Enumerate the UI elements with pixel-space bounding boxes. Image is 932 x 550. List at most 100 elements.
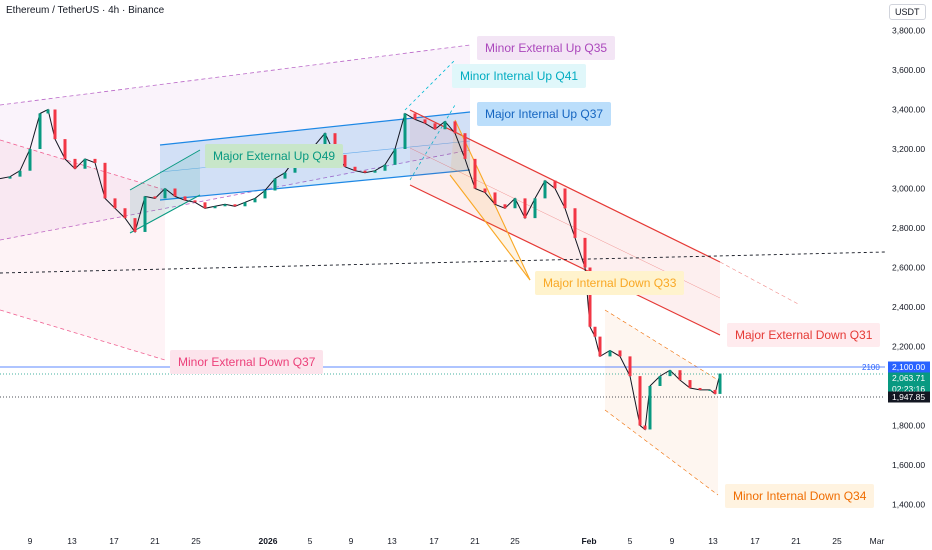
candle (163, 188, 167, 199)
candle (8, 176, 12, 179)
x-tick-label: 17 (109, 536, 119, 546)
candle (53, 109, 57, 140)
x-tick-label: Feb (581, 536, 596, 546)
currency-button[interactable]: USDT (889, 4, 926, 20)
candle (678, 370, 682, 381)
candle (173, 188, 177, 197)
candle (638, 376, 642, 426)
y-tick-label: 2,400.00 (892, 302, 925, 312)
candle (533, 198, 537, 219)
price-marker-label: 2100 (862, 363, 880, 372)
candle (563, 188, 567, 209)
x-tick-label: 25 (510, 536, 520, 546)
candle (668, 370, 672, 377)
candle (523, 198, 527, 219)
price-marker-value: 2,100.00 (892, 362, 925, 372)
candle (483, 188, 487, 193)
channel-label-minor-external-up[interactable]: Minor External Up Q35 (477, 36, 616, 60)
candle (543, 180, 547, 199)
candle (493, 192, 497, 205)
candle (323, 133, 327, 146)
candle (553, 180, 557, 189)
candle (698, 387, 702, 390)
candle (73, 158, 77, 169)
candle (588, 267, 592, 327)
y-tick-label: 2,600.00 (892, 263, 925, 273)
channel-label-major-external-down[interactable]: Major External Down Q31 (727, 323, 881, 347)
candle (193, 200, 197, 203)
candle (263, 190, 267, 199)
y-axis[interactable]: 3,800.00 3,600.00 3,400.00 3,200.00 3,000.00… (862, 26, 930, 510)
candle (423, 119, 427, 124)
candle (643, 425, 647, 430)
candle (103, 162, 107, 199)
x-tick-label: 2026 (259, 536, 278, 546)
y-tick-label: 2,800.00 (892, 223, 925, 233)
candle (213, 206, 217, 209)
candle (453, 121, 457, 134)
candle (233, 204, 237, 207)
y-tick-label: 1,800.00 (892, 421, 925, 431)
candle (243, 202, 247, 207)
y-tick-label: 1,400.00 (892, 500, 925, 510)
price-marker-value: 1,947.85 (892, 392, 925, 402)
candle (18, 170, 22, 177)
candle (343, 154, 347, 167)
x-tick-label: 21 (791, 536, 801, 546)
price-series (0, 108, 722, 431)
price-marker (888, 383, 930, 395)
x-axis[interactable]: 9 13 17 21 25 2026 5 9 13 17 21 25 Feb 5 9 13 17 21 25 Mar (28, 536, 885, 546)
channel-drawings (0, 44, 886, 496)
channel-label-major-internal-down[interactable]: Major Internal Down Q33 (535, 271, 685, 295)
price-marker (888, 372, 930, 384)
candle (393, 149, 397, 165)
candle (373, 170, 377, 173)
candle (183, 196, 187, 201)
candle (113, 198, 117, 209)
candle (283, 172, 287, 179)
y-tick-label: 3,400.00 (892, 105, 925, 115)
channel-label-minor-internal-down[interactable]: Minor Internal Down Q34 (725, 484, 875, 508)
price-marker (888, 361, 930, 373)
candle (708, 389, 712, 391)
x-tick-label: Mar (870, 536, 885, 546)
candle (203, 202, 207, 209)
candle (433, 123, 437, 130)
x-tick-label: 17 (750, 536, 760, 546)
channel-label-minor-external-down[interactable]: Minor External Down Q37 (170, 350, 324, 374)
x-tick-label: 5 (308, 536, 313, 546)
candle (93, 158, 97, 163)
y-tick-label: 3,600.00 (892, 65, 925, 75)
candle (38, 113, 42, 149)
y-tick-label: 2,200.00 (892, 342, 925, 352)
x-tick-label: 13 (387, 536, 397, 546)
x-tick-label: 25 (832, 536, 842, 546)
candle (628, 356, 632, 377)
candle (83, 158, 87, 169)
channel-label-minor-internal-up[interactable]: Minor Internal Up Q41 (452, 64, 587, 88)
x-tick-label: 13 (708, 536, 718, 546)
candle (46, 109, 50, 114)
x-tick-label: 9 (28, 536, 33, 546)
candle (353, 166, 357, 171)
channel-label-major-external-up[interactable]: Major External Up Q49 (205, 144, 344, 168)
x-tick-label: 9 (670, 536, 675, 546)
candle (223, 204, 227, 207)
symbol-title[interactable]: Ethereum / TetherUS · 4h · Binance (6, 5, 165, 16)
y-tick-label: 1,600.00 (892, 460, 925, 470)
candle (273, 178, 277, 191)
channel-label-major-internal-up[interactable]: Major Internal Up Q37 (477, 102, 612, 126)
candle (503, 204, 507, 209)
x-tick-label: 17 (429, 536, 439, 546)
candle (133, 218, 137, 232)
candle (573, 208, 577, 238)
candle (63, 139, 67, 159)
candle (658, 376, 662, 386)
candle (143, 196, 147, 232)
x-tick-label: 13 (67, 536, 77, 546)
candle (153, 196, 157, 199)
candle (443, 121, 447, 130)
x-tick-label: 25 (191, 536, 201, 546)
